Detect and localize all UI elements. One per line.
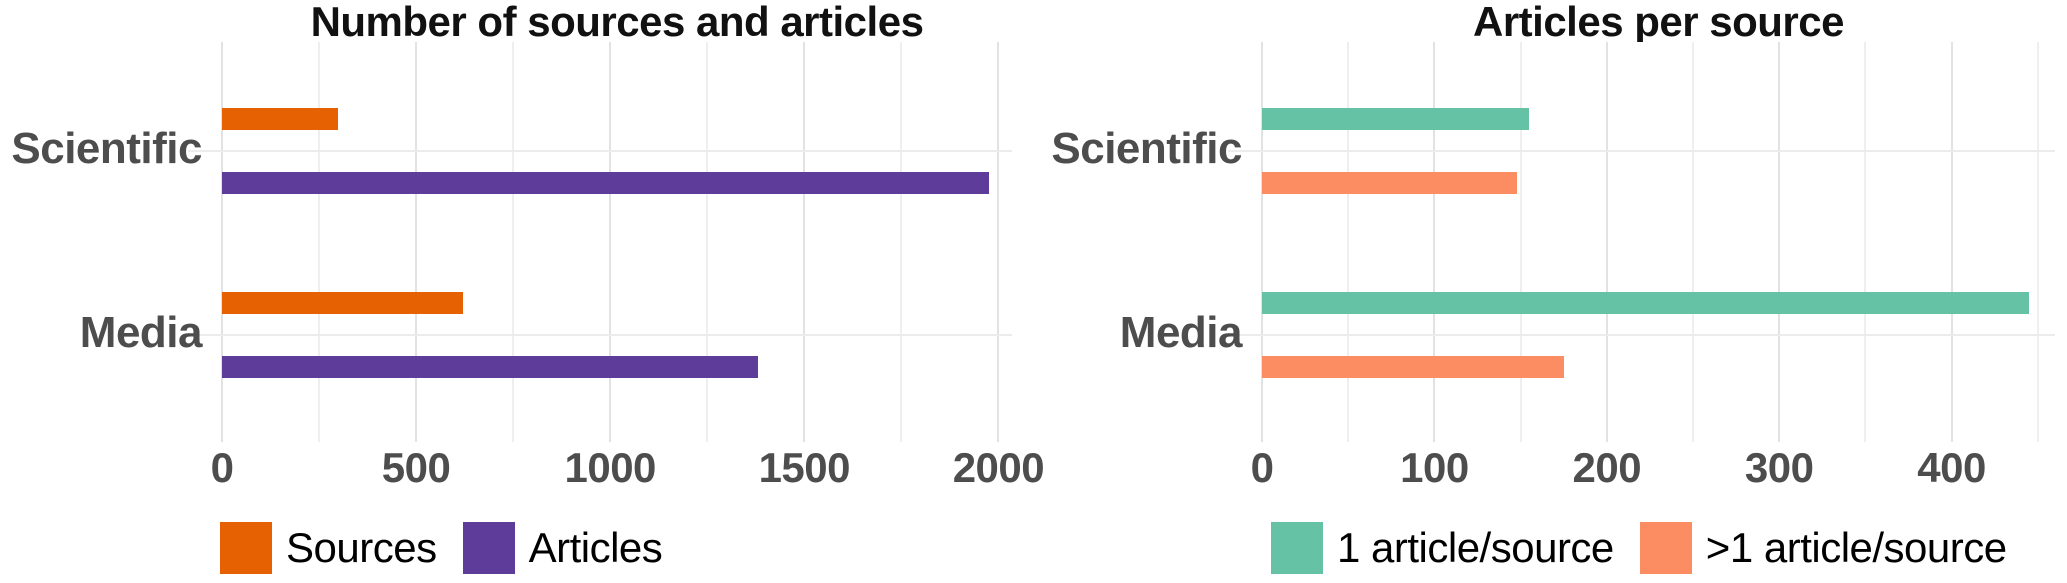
- x-tick-label: 1000: [564, 444, 656, 491]
- legend-item: 1 article/source: [1271, 522, 1614, 574]
- legend: 1 article/source >1 article/source: [1271, 522, 2007, 574]
- category-label: Media: [79, 307, 203, 357]
- x-tick-label: 500: [381, 444, 451, 491]
- legend-item: Articles: [462, 522, 663, 574]
- major-gridline: [609, 42, 612, 442]
- legend-item: >1 article/source: [1639, 522, 2007, 574]
- bar-sources-scientific: [222, 107, 339, 130]
- x-tick-label: 400: [1917, 444, 1986, 491]
- category-gridline: [222, 333, 1012, 336]
- minor-gridline: [1864, 42, 1867, 442]
- category-label: Scientific: [11, 123, 202, 173]
- legend-swatch: [1639, 522, 1692, 574]
- bar--1-article-source-media: [1262, 355, 1564, 378]
- bar-articles-scientific: [222, 171, 989, 194]
- minor-gridline: [1519, 42, 1522, 442]
- minor-gridline: [1691, 42, 1694, 442]
- bar-sources-media: [222, 291, 463, 314]
- bar-1-article-source-scientific: [1262, 107, 1530, 130]
- x-tick-label: 200: [1572, 444, 1642, 491]
- category-tick: [188, 149, 222, 152]
- legend-item: Sources: [220, 522, 437, 574]
- major-gridline: [997, 42, 1000, 442]
- bar-articles-media: [222, 355, 758, 378]
- legend-label: Sources: [286, 524, 437, 571]
- bar--1-article-source-scientific: [1262, 171, 1518, 194]
- legend-swatch: [462, 522, 515, 574]
- major-gridline: [1950, 42, 1953, 442]
- minor-gridline: [1347, 42, 1350, 442]
- major-gridline: [221, 42, 223, 442]
- x-tick-label: 300: [1744, 444, 1814, 491]
- right-chart-title: Articles per source: [1472, 0, 1845, 45]
- minor-gridline: [900, 42, 903, 442]
- plot-area: [1261, 42, 2055, 442]
- legend-label: Articles: [528, 524, 663, 571]
- minor-gridline: [2036, 42, 2039, 442]
- category-gridline: [1262, 149, 2055, 152]
- category-label: Scientific: [1051, 123, 1242, 173]
- major-gridline: [803, 42, 806, 442]
- major-gridline: [1261, 42, 1263, 442]
- legend: Sources Articles: [220, 522, 663, 574]
- plot-area: [221, 42, 1012, 442]
- left-chart-title: Number of sources and articles: [310, 0, 924, 45]
- legend-swatch: [220, 522, 272, 574]
- x-tick-label: 100: [1400, 444, 1469, 491]
- x-tick-label: 1500: [758, 444, 851, 491]
- category-tick: [1228, 333, 1262, 336]
- legend-label: >1 article/source: [1705, 524, 2007, 571]
- category-tick: [1228, 149, 1262, 152]
- x-tick-label: 0: [210, 444, 234, 491]
- legend-swatch: [1271, 522, 1323, 574]
- category-label: Media: [1119, 307, 1243, 357]
- minor-gridline: [318, 42, 321, 442]
- major-gridline: [1778, 42, 1781, 442]
- x-tick-label: 2000: [952, 444, 1045, 491]
- bar-1-article-source-media: [1262, 291, 2030, 314]
- category-gridline: [1262, 333, 2055, 336]
- category-tick: [188, 333, 222, 336]
- major-gridline: [415, 42, 418, 442]
- category-gridline: [222, 149, 1012, 152]
- major-gridline: [1605, 42, 1608, 442]
- minor-gridline: [512, 42, 515, 442]
- minor-gridline: [706, 42, 709, 442]
- x-tick-label: 0: [1250, 444, 1274, 491]
- legend-label: 1 article/source: [1337, 524, 1614, 571]
- major-gridline: [1433, 42, 1436, 442]
